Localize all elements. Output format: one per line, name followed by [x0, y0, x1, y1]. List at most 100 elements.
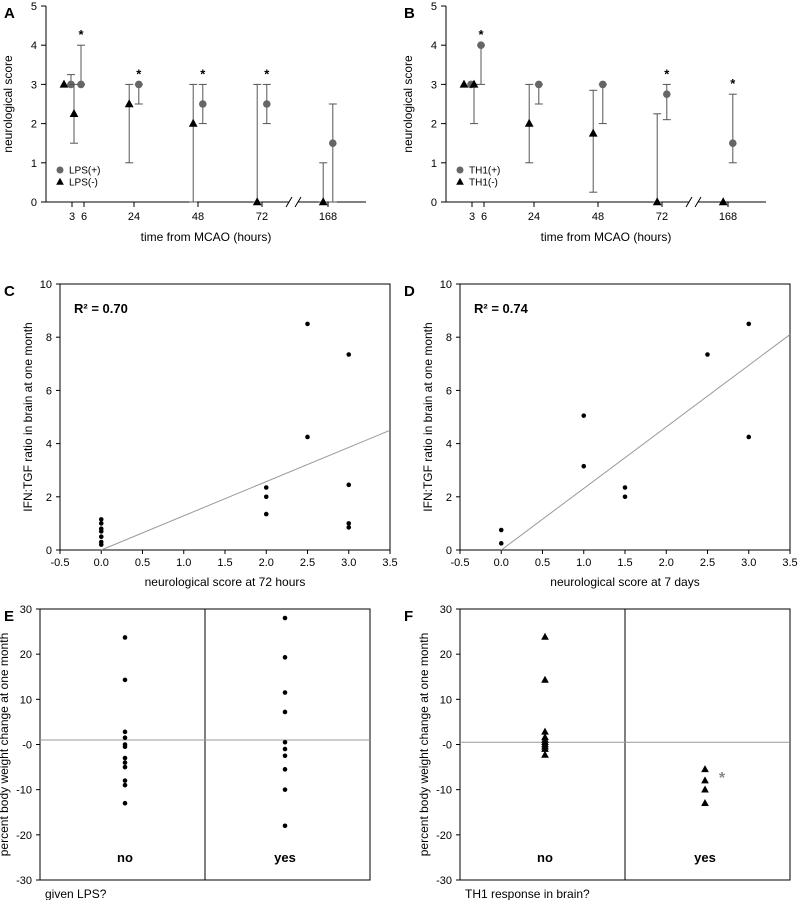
x-tick-label: 2.0 [259, 557, 274, 569]
legend-label: TH1(-) [469, 178, 498, 189]
y-tick-label: 4 [31, 40, 37, 52]
data-point [581, 413, 587, 418]
data-point [459, 79, 469, 88]
axis-break-mark [694, 196, 702, 208]
axis-break-mark [285, 196, 293, 208]
data-point [746, 321, 752, 327]
data-point [122, 755, 128, 761]
y-axis-label: IFN:TGF ratio in brain at one month [21, 322, 35, 511]
legend-label: TH1(+) [469, 166, 500, 177]
axis-break-mark [294, 196, 302, 208]
x-tick-label: 6 [481, 211, 487, 223]
x-tick-label: 0.5 [135, 557, 150, 569]
significance-marker: * [719, 770, 726, 787]
y-tick-label: 2 [31, 119, 37, 131]
data-point [701, 785, 709, 793]
plot-frame [59, 283, 391, 551]
data-point [524, 118, 534, 127]
y-tick-label: -20 [16, 830, 32, 842]
significance-marker: * [136, 66, 142, 81]
data-point [122, 635, 128, 640]
x-tick-label: 24 [128, 211, 140, 223]
y-tick-label: 5 [431, 1, 437, 13]
y-axis-label: neurological score [1, 55, 15, 153]
data-point [263, 485, 269, 490]
y-axis-label: IFN:TGF ratio in brain at one month [421, 322, 435, 511]
x-tick-label: 3.0 [741, 557, 756, 569]
data-point [701, 776, 709, 784]
data-point [69, 109, 79, 117]
y-tick-label: 10 [20, 694, 32, 706]
x-tick-label: 2.5 [300, 557, 315, 569]
y-tick-label: 8 [446, 332, 452, 344]
y-tick-label: 0 [431, 197, 437, 209]
x-tick-label: 72 [256, 211, 268, 223]
y-tick-label: 1 [431, 158, 437, 170]
y-tick-label: 6 [446, 385, 452, 397]
data-point [705, 352, 710, 357]
x-tick-label: 24 [528, 211, 540, 223]
y-tick-label: 20 [440, 649, 452, 661]
data-point [622, 494, 628, 500]
panel-letter-D: D [404, 283, 415, 300]
data-point [541, 744, 549, 752]
regression-line [500, 334, 791, 551]
data-point [282, 709, 288, 715]
y-tick-label: 10 [40, 279, 52, 291]
y-tick-label: 10 [440, 694, 452, 706]
data-point [282, 823, 288, 829]
data-point [59, 79, 69, 88]
panel-letter-B: B [404, 5, 415, 22]
data-point [477, 41, 485, 49]
y-tick-label: 2 [431, 119, 437, 131]
y-tick-label: 10 [440, 279, 452, 291]
y-axis-label: percent body weight change at one month [0, 633, 11, 857]
data-point [282, 739, 288, 745]
data-point [282, 655, 288, 660]
data-point [98, 521, 104, 526]
y-tick-label: 4 [46, 439, 52, 451]
data-point [541, 632, 549, 640]
data-point [282, 787, 288, 792]
x-tick-label: 1.5 [617, 557, 632, 569]
data-point [718, 197, 728, 206]
x-axis-label: neurological score at 7 days [550, 575, 699, 589]
data-point [263, 511, 269, 517]
data-point [98, 517, 104, 522]
y-tick-label: 30 [20, 604, 32, 616]
data-point [122, 729, 128, 735]
data-point [199, 100, 207, 108]
panel-letter-E: E [4, 608, 14, 625]
y-tick-label: -20 [436, 830, 452, 842]
x-axis-label: time from MCAO (hours) [141, 230, 272, 244]
panel-letter-F: F [404, 608, 413, 625]
y-tick-label: 6 [46, 385, 52, 397]
y-axis-label: neurological score [401, 55, 415, 153]
data-point [701, 799, 709, 807]
y-axis-label: percent body weight change at one month [417, 633, 431, 857]
y-tick-label: 5 [31, 1, 37, 13]
data-point [599, 80, 607, 89]
data-point [282, 615, 288, 621]
data-point [122, 800, 128, 806]
x-tick-label: 1.5 [217, 557, 232, 569]
x-tick-label: 48 [192, 211, 204, 223]
significance-marker: * [78, 27, 84, 42]
data-point [346, 525, 352, 530]
data-point [652, 197, 662, 206]
axis-break-mark [685, 196, 693, 208]
y-tick-label: -0 [442, 740, 452, 752]
data-point [122, 735, 128, 741]
legend-label: LPS(+) [69, 166, 100, 177]
y-tick-label: -10 [436, 785, 452, 797]
data-point [663, 90, 671, 98]
data-point [329, 139, 337, 147]
x-tick-label: 0.0 [494, 557, 509, 569]
data-point [135, 80, 143, 89]
data-point [346, 482, 352, 488]
data-point [263, 100, 271, 108]
y-tick-label: 0 [31, 197, 37, 209]
data-point [305, 434, 310, 440]
data-point [318, 197, 328, 206]
